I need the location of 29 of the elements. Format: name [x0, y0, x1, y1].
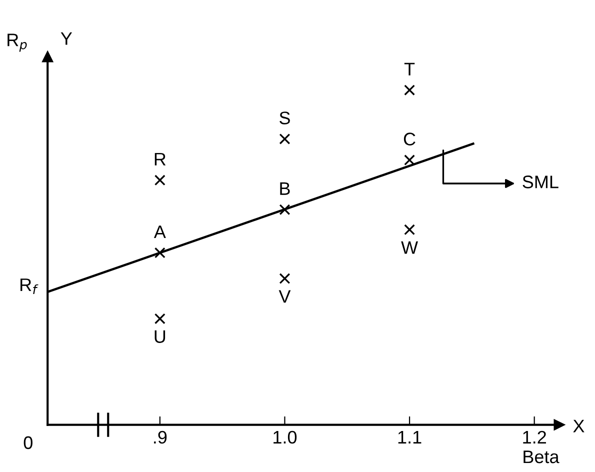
annotation: A	[154, 226, 166, 238]
x-tick-label: 1.2	[523, 430, 546, 444]
annotation: S	[280, 112, 290, 124]
point	[154, 313, 166, 324]
point	[154, 174, 166, 186]
point	[404, 84, 416, 96]
x-axis-title: Beta	[524, 450, 560, 464]
y-axis-title: Y	[60, 32, 72, 45]
annotation: R$_{f}$	[20, 278, 38, 294]
point	[404, 154, 416, 166]
point	[279, 204, 290, 216]
x-tick-label: 1.1	[398, 431, 422, 444]
x-tick-label: 1.0	[274, 430, 297, 444]
text: X	[573, 420, 584, 432]
annotation: B	[280, 182, 290, 195]
point	[279, 133, 290, 144]
annotation: SML	[522, 176, 558, 188]
annotation: R	[154, 152, 166, 166]
annotation: T	[404, 62, 415, 76]
point	[279, 273, 290, 284]
point	[154, 247, 166, 258]
x-tick-label: .9	[154, 430, 167, 444]
annotation: V	[278, 290, 291, 303]
text: R$_{p}$	[8, 34, 27, 52]
text: 0	[24, 436, 32, 450]
point	[404, 224, 416, 236]
annotation: C	[404, 132, 416, 146]
annotation: U	[154, 330, 166, 343]
annotation: W	[401, 241, 418, 254]
